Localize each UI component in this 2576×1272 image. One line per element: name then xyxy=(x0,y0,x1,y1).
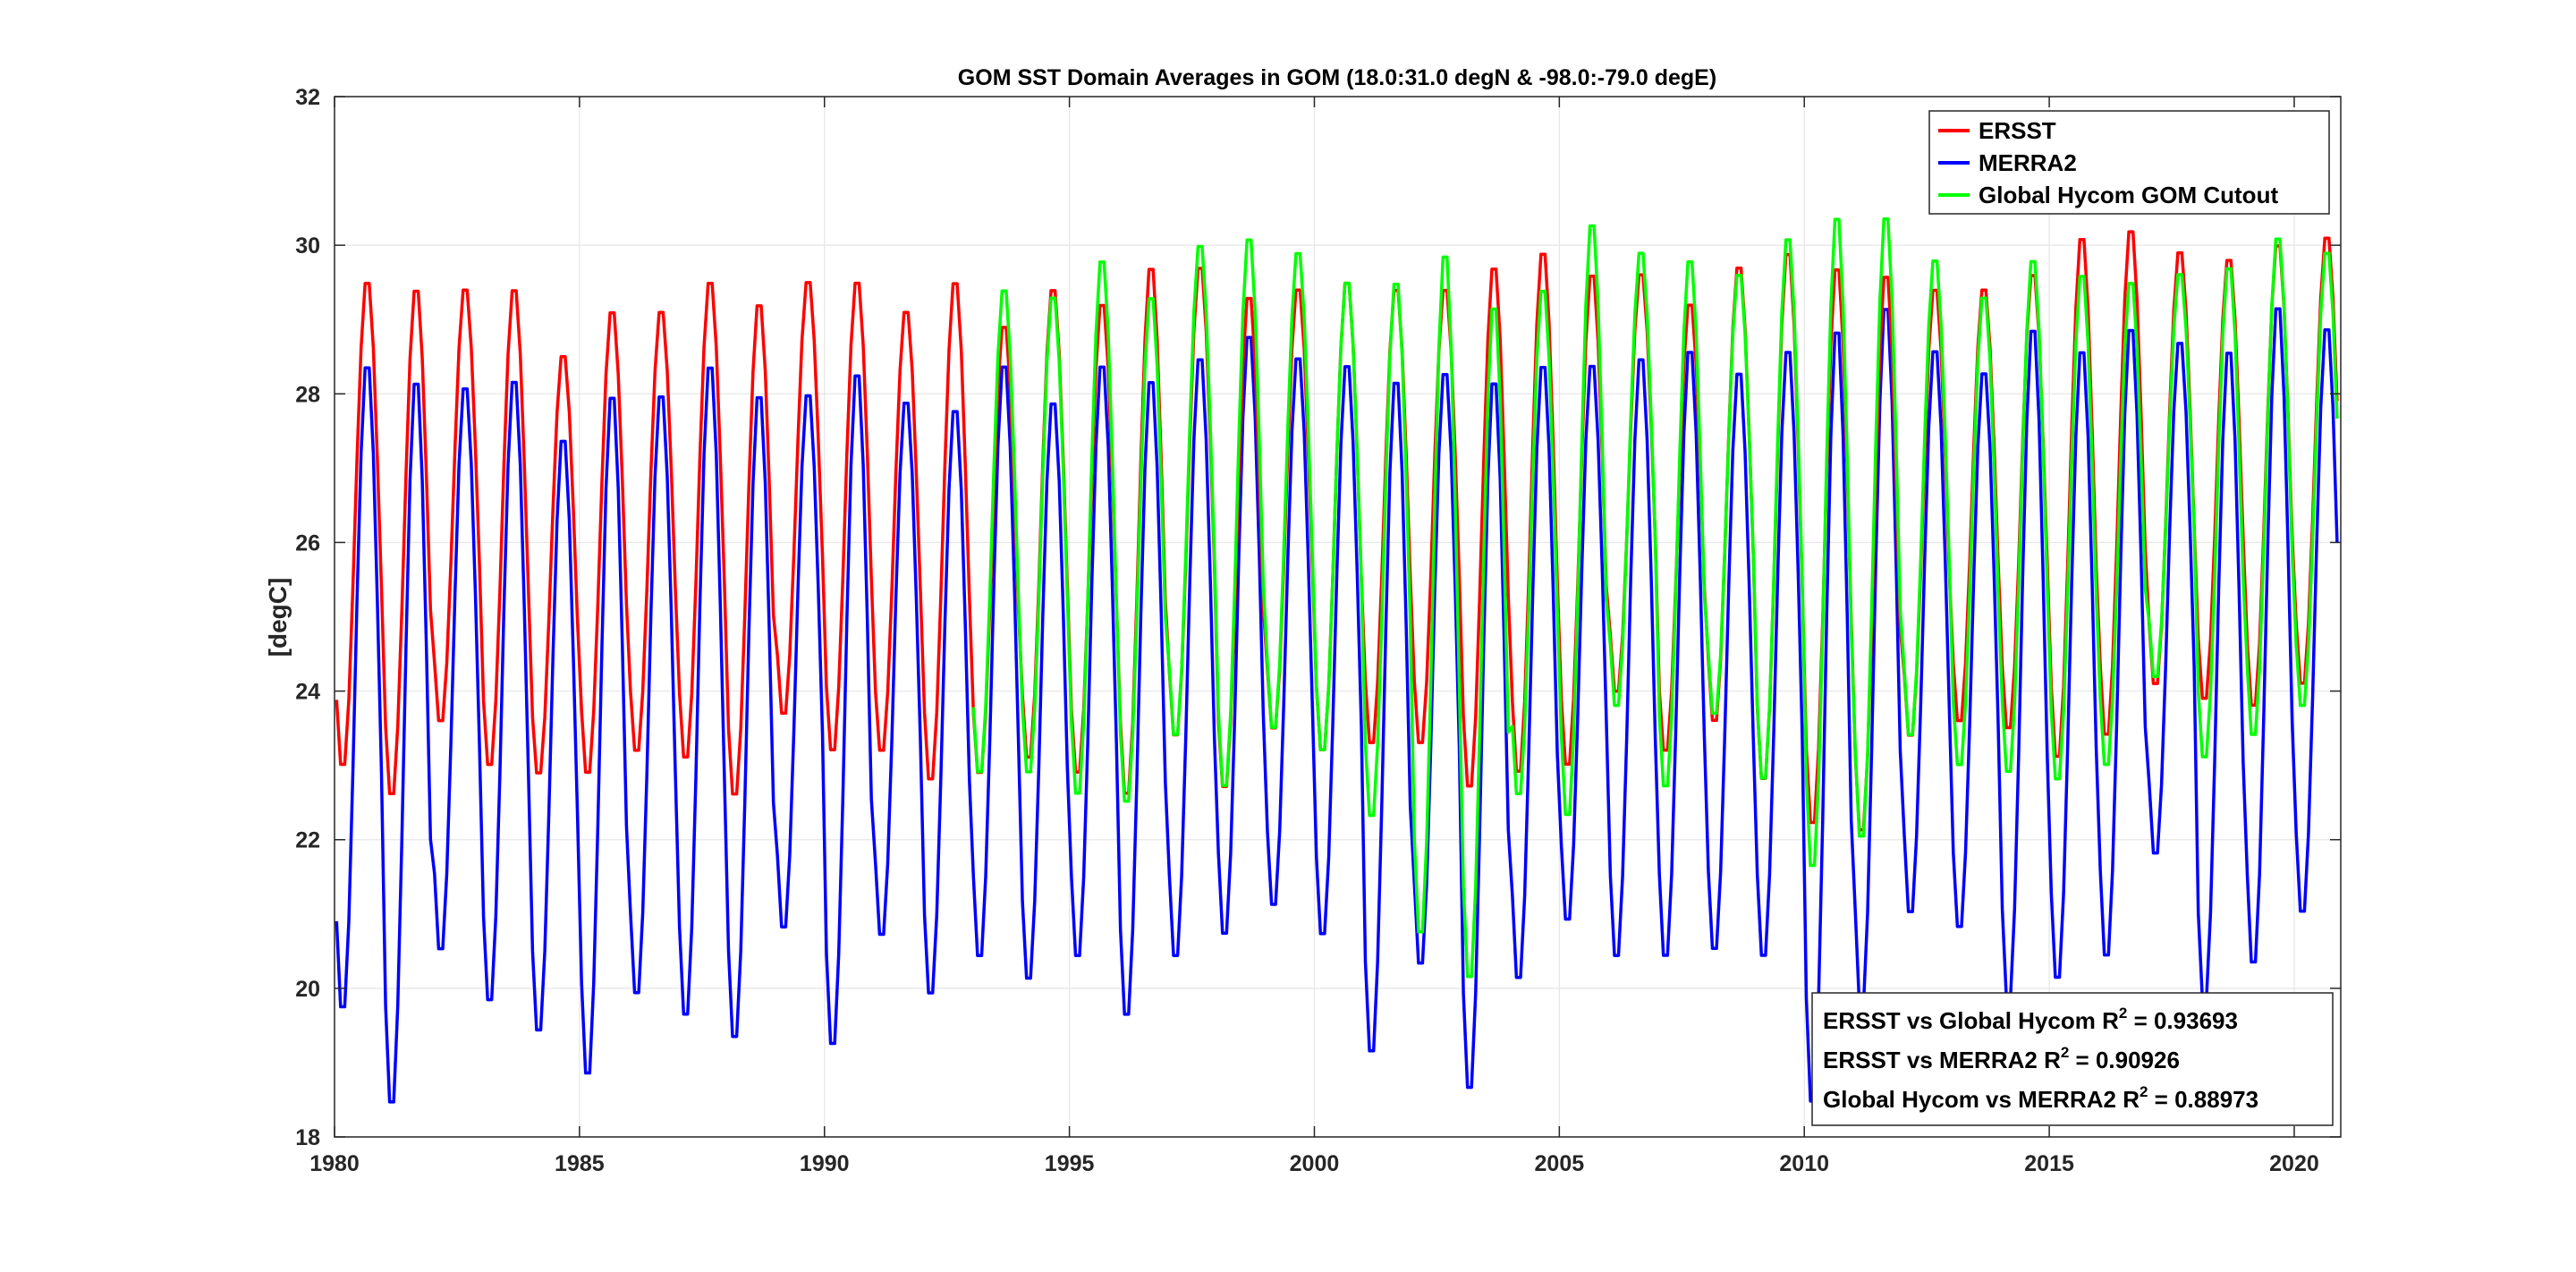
stats-box-frame xyxy=(1811,992,2334,1126)
y-tick-label: 18 xyxy=(295,1125,320,1150)
y-tick-label: 26 xyxy=(295,530,320,555)
y-tick-label: 22 xyxy=(295,828,320,853)
y-tick-label: 24 xyxy=(295,680,320,705)
y-tick-label: 32 xyxy=(295,85,320,110)
x-tick-label: 1995 xyxy=(1045,1151,1095,1176)
x-tick-label: 2000 xyxy=(1290,1151,1340,1176)
stats-line-ersst-hycom: ERSST vs Global Hycom R2 = 0.93693 xyxy=(1823,1005,2238,1034)
plot-frame xyxy=(334,96,2342,1138)
y-tick-label: 30 xyxy=(295,233,320,259)
plot-area xyxy=(335,97,2341,1137)
y-axis-label: [degC] xyxy=(264,578,292,657)
legend-label-merra2: MERRA2 xyxy=(1979,149,2077,176)
x-tick-label: 1980 xyxy=(309,1151,360,1176)
axis-ticks: 1980 1985 1990 1995 2000 2005 2010 2015 2020 18 20… xyxy=(295,85,2341,1176)
chart-title: GOM SST Domain Averages in GOM (18.0:31.… xyxy=(958,65,1716,90)
statistics-box: ERSST vs Global Hycom R2 = 0.93693 ERSST… xyxy=(1811,992,2334,1126)
x-tick-label: 2015 xyxy=(2024,1151,2074,1176)
legend-label-hycom: Global Hycom GOM Cutout xyxy=(1979,182,2278,208)
legend: ERSST MERRA2 Global Hycom GOM Cutout xyxy=(1928,110,2330,215)
series-line-global-hycom-gom-cutout xyxy=(971,217,2339,979)
legend-box xyxy=(1928,110,2330,215)
x-tick-label: 1985 xyxy=(555,1151,605,1176)
series-lines xyxy=(335,217,2339,1104)
series-line-merra2 xyxy=(335,307,2339,1104)
stats-line-hycom-merra2: Global Hycom vs MERRA2 R2 = 0.88973 xyxy=(1823,1083,2258,1113)
x-tick-label: 2010 xyxy=(1779,1151,1829,1176)
stats-line-ersst-merra2: ERSST vs MERRA2 R2 = 0.90926 xyxy=(1823,1044,2180,1073)
x-tick-label: 2020 xyxy=(2269,1151,2319,1176)
x-tick-label: 1990 xyxy=(800,1151,850,1176)
y-tick-label: 20 xyxy=(295,977,320,1002)
x-tick-label: 2005 xyxy=(1535,1151,1585,1176)
y-tick-label: 28 xyxy=(295,382,320,407)
legend-label-ersst: ERSST xyxy=(1979,117,2056,144)
